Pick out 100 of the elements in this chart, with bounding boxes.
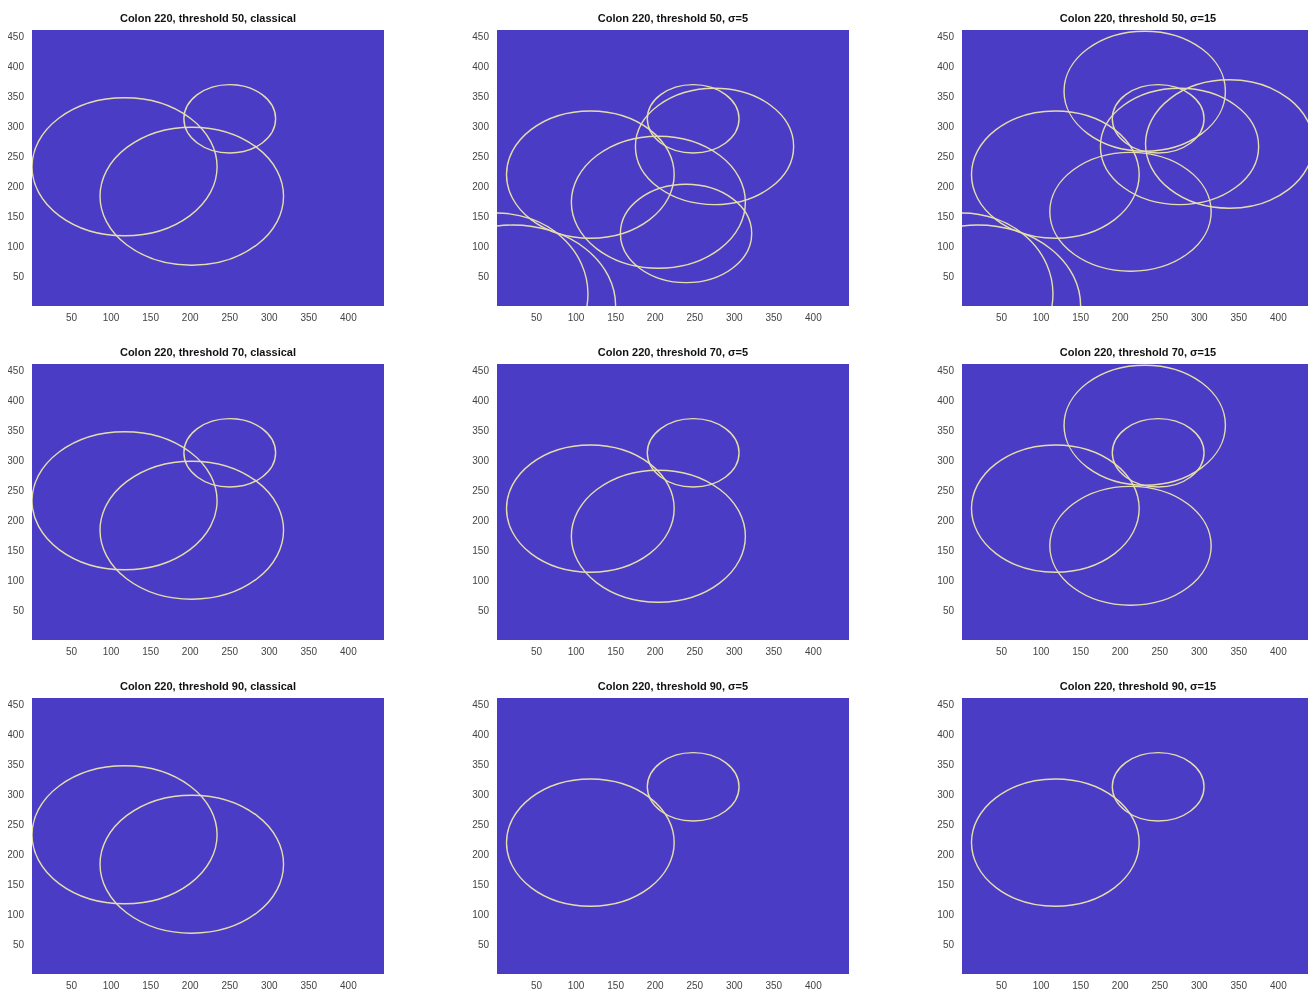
y-tick-label: 350 <box>7 90 25 102</box>
y-tick-label: 300 <box>937 788 955 800</box>
y-tick-label: 300 <box>7 454 25 466</box>
y-tick-label: 250 <box>937 484 955 496</box>
x-tick-label: 250 <box>686 646 704 658</box>
x-tick-label: 400 <box>340 312 358 324</box>
y-tick-label: 50 <box>12 270 25 282</box>
x-tick-label: 50 <box>530 980 543 992</box>
y-tick-label: 300 <box>937 454 955 466</box>
y-tick-label: 200 <box>472 848 490 860</box>
y-tick-label: 50 <box>477 938 490 950</box>
x-tick-label: 200 <box>1111 980 1129 992</box>
x-tick-label: 400 <box>340 646 358 658</box>
y-tick-label: 50 <box>942 604 955 616</box>
x-tick-label: 300 <box>260 312 279 324</box>
y-tick-label: 100 <box>7 240 25 252</box>
y-tick-label: 400 <box>937 394 955 406</box>
x-tick-label: 350 <box>1230 980 1248 992</box>
x-tick-label: 400 <box>805 980 823 992</box>
x-tick-label: 400 <box>805 646 823 658</box>
y-tick-label: 400 <box>937 60 955 72</box>
x-tick-label: 250 <box>686 980 704 992</box>
x-tick-label: 200 <box>1111 646 1129 658</box>
y-tick-label: 150 <box>937 878 955 890</box>
x-tick-label: 150 <box>607 312 625 324</box>
y-tick-label: 150 <box>7 544 25 556</box>
x-tick-label: 150 <box>607 646 625 658</box>
x-tick-label: 250 <box>221 980 239 992</box>
y-tick-label: 450 <box>472 698 490 710</box>
x-tick-label: 400 <box>1270 312 1288 324</box>
y-tick-label: 100 <box>472 908 490 920</box>
x-tick-label: 100 <box>102 312 120 324</box>
y-tick-label: 50 <box>477 604 490 616</box>
x-tick-label: 350 <box>1230 312 1248 324</box>
x-tick-label: 100 <box>567 980 585 992</box>
y-tick-label: 200 <box>937 180 955 192</box>
x-tick-label: 300 <box>260 646 279 658</box>
y-tick-label: 250 <box>7 484 25 496</box>
y-tick-label: 350 <box>937 424 955 436</box>
y-tick-label: 350 <box>937 758 955 770</box>
y-tick-label: 250 <box>472 484 490 496</box>
y-tick-label: 300 <box>937 120 955 132</box>
x-tick-label: 100 <box>1032 312 1050 324</box>
y-tick-label: 250 <box>7 150 25 162</box>
x-tick-label: 350 <box>1230 646 1248 658</box>
chart-title: Colon 220, threshold 70, σ=5 <box>596 346 750 358</box>
x-tick-label: 350 <box>765 312 783 324</box>
y-tick-label: 250 <box>937 150 955 162</box>
y-tick-label: 300 <box>7 120 25 132</box>
y-tick-label: 400 <box>472 728 490 740</box>
x-tick-label: 200 <box>646 646 664 658</box>
y-tick-label: 250 <box>472 818 490 830</box>
x-tick-label: 250 <box>1151 646 1169 658</box>
x-tick-label: 100 <box>1032 980 1050 992</box>
y-tick-label: 450 <box>7 698 25 710</box>
y-tick-label: 450 <box>472 30 490 42</box>
x-tick-label: 350 <box>300 312 318 324</box>
y-tick-label: 400 <box>937 728 955 740</box>
y-tick-label: 150 <box>472 878 490 890</box>
x-tick-label: 50 <box>65 646 78 658</box>
x-tick-label: 50 <box>530 312 543 324</box>
y-tick-label: 300 <box>472 120 490 132</box>
y-tick-label: 250 <box>7 818 25 830</box>
x-tick-label: 300 <box>1190 312 1209 324</box>
y-tick-label: 200 <box>937 848 955 860</box>
x-tick-label: 200 <box>646 312 664 324</box>
y-tick-label: 150 <box>7 878 25 890</box>
x-tick-label: 300 <box>725 312 744 324</box>
x-tick-label: 150 <box>607 980 625 992</box>
x-tick-label: 400 <box>805 312 823 324</box>
y-tick-label: 350 <box>7 758 25 770</box>
x-tick-label: 100 <box>567 312 585 324</box>
x-tick-label: 100 <box>567 646 585 658</box>
x-tick-label: 100 <box>1032 646 1050 658</box>
y-tick-label: 400 <box>472 60 490 72</box>
x-tick-label: 400 <box>340 980 358 992</box>
y-tick-label: 450 <box>472 364 490 376</box>
chart-title: Colon 220, threshold 50, σ=5 <box>596 12 750 24</box>
y-tick-label: 100 <box>472 574 490 586</box>
y-tick-label: 50 <box>12 604 25 616</box>
x-tick-label: 50 <box>995 980 1008 992</box>
y-tick-label: 450 <box>7 364 25 376</box>
y-tick-label: 100 <box>937 908 955 920</box>
y-tick-label: 250 <box>472 150 490 162</box>
y-tick-label: 300 <box>472 454 490 466</box>
x-tick-label: 100 <box>102 646 120 658</box>
y-tick-label: 250 <box>937 818 955 830</box>
x-tick-label: 400 <box>1270 980 1288 992</box>
x-tick-label: 300 <box>260 980 279 992</box>
y-tick-label: 350 <box>472 424 490 436</box>
y-tick-label: 200 <box>472 514 490 526</box>
chart-title: Colon 220, threshold 50, classical <box>118 12 298 24</box>
y-tick-label: 100 <box>7 574 25 586</box>
y-tick-label: 50 <box>942 938 955 950</box>
x-tick-label: 150 <box>1072 312 1090 324</box>
chart-title: Colon 220, threshold 90, σ=5 <box>596 680 750 692</box>
x-tick-label: 250 <box>1151 980 1169 992</box>
y-tick-label: 50 <box>942 270 955 282</box>
chart-title: Colon 220, threshold 70, σ=15 <box>1058 346 1218 358</box>
y-tick-label: 200 <box>937 514 955 526</box>
